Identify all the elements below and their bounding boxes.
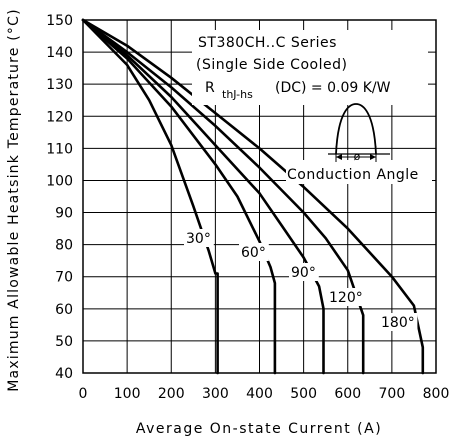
y-tick-label: 150 <box>46 13 73 29</box>
y-tick-label: 120 <box>46 109 73 125</box>
x-tick-label: 100 <box>114 386 141 402</box>
rth-symbol: R <box>205 80 215 96</box>
curve-label-bg <box>379 313 418 331</box>
x-tick-label: 200 <box>158 386 185 402</box>
rth-value: (DC) = 0.09 K/W <box>275 80 391 96</box>
angle-symbol: ø <box>354 150 361 163</box>
conduction-mask <box>286 160 432 184</box>
frame <box>82 19 437 374</box>
conduction-angle-icon <box>328 103 390 162</box>
cooling-note: (Single Side Cooled) <box>196 57 347 73</box>
curve-label-180: 180° <box>381 315 415 331</box>
x-tick-label: 0 <box>79 386 88 402</box>
curve-labels: 30° 60° 90° 120° 180° <box>184 229 418 331</box>
y-tick-label: 130 <box>46 77 73 93</box>
y-tick-label: 100 <box>46 173 73 189</box>
curve-label-bg <box>184 229 214 247</box>
x-tick-label: 600 <box>334 386 361 402</box>
annotation-mask <box>192 30 428 105</box>
curve-label-bg <box>239 243 269 261</box>
curve-label-30: 30° <box>186 231 211 247</box>
x-tick-label: 400 <box>246 386 273 402</box>
series-line-90 <box>81 18 325 375</box>
x-tick-label: 800 <box>423 386 450 402</box>
y-tick-label: 110 <box>46 141 73 157</box>
series-line-30 <box>81 18 219 375</box>
y-tick-label: 60 <box>55 302 73 318</box>
y-axis-label: Maximum Allowable Heatsink Temperature (… <box>6 8 22 391</box>
y-tick-label: 90 <box>55 206 73 222</box>
series-line-60 <box>81 18 277 375</box>
y-tick-label: 80 <box>55 238 73 254</box>
series-title: ST380CH..C Series <box>198 35 337 51</box>
x-tick-label: 300 <box>202 386 229 402</box>
y-tick-label: 70 <box>55 270 73 286</box>
y-tick-label: 40 <box>55 366 73 382</box>
curve-label-90: 90° <box>291 265 316 281</box>
curve-label-bg <box>289 263 319 281</box>
rth-subscript: thJ-hs <box>222 88 253 101</box>
x-tick-label: 700 <box>379 386 406 402</box>
x-axis-label: Average On-state Current (A) <box>136 421 382 437</box>
curve-label-bg <box>327 288 366 306</box>
conduction-angle-label: Conduction Angle <box>287 167 419 183</box>
y-tick-label: 50 <box>55 334 73 350</box>
curve-label-120: 120° <box>329 290 363 306</box>
ticks: 0 100 200 300 400 500 600 700 800 40 50 60 70 80 90 100… <box>46 13 449 402</box>
curve-label-60: 60° <box>241 245 266 261</box>
x-tick-label: 500 <box>290 386 317 402</box>
y-tick-label: 140 <box>46 45 73 61</box>
